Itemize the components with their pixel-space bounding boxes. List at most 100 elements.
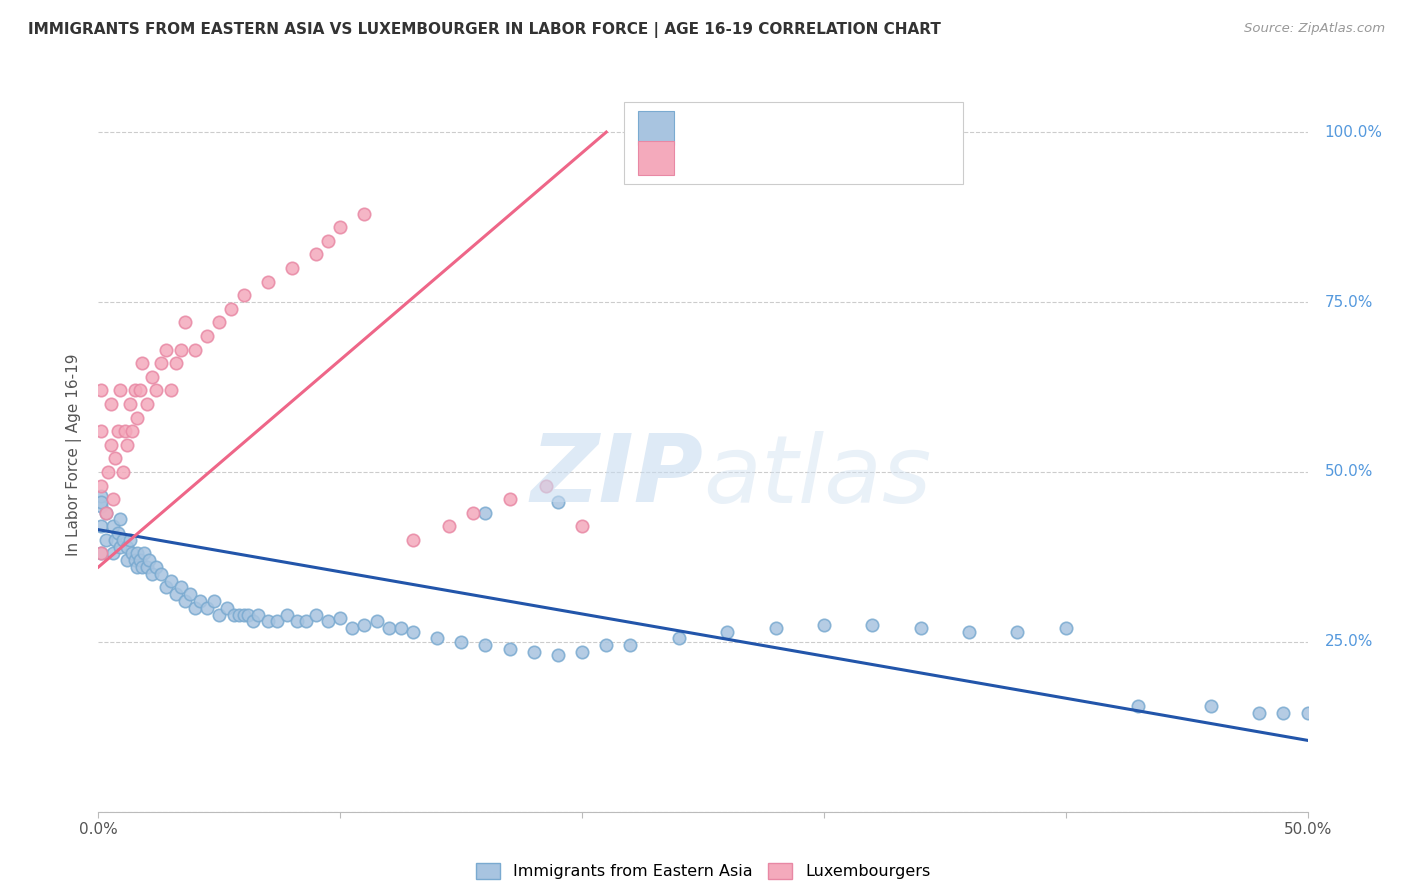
Point <box>215 600 238 615</box>
Point <box>145 560 167 574</box>
Point <box>90 495 112 509</box>
Point <box>121 546 143 560</box>
Point <box>160 574 183 588</box>
Point <box>285 615 308 629</box>
Point <box>402 624 425 639</box>
Point <box>188 594 211 608</box>
Point <box>295 615 318 629</box>
Text: N =: N = <box>814 119 862 136</box>
Point <box>1007 624 1029 639</box>
Point <box>228 607 250 622</box>
Point <box>813 617 835 632</box>
Point <box>107 424 129 438</box>
Text: R =: R = <box>688 149 724 167</box>
Point <box>910 621 932 635</box>
Point <box>1272 706 1295 721</box>
Point <box>155 581 177 595</box>
Y-axis label: In Labor Force | Age 16-19: In Labor Force | Age 16-19 <box>66 353 83 557</box>
Point <box>169 343 191 357</box>
Point <box>111 465 134 479</box>
Point <box>366 615 388 629</box>
Point <box>281 260 304 275</box>
Point <box>305 607 328 622</box>
Point <box>276 607 298 622</box>
Point <box>90 478 112 492</box>
Point <box>118 533 141 547</box>
Point <box>90 519 112 533</box>
Point <box>131 356 153 370</box>
Text: IMMIGRANTS FROM EASTERN ASIA VS LUXEMBOURGER IN LABOR FORCE | AGE 16-19 CORRELAT: IMMIGRANTS FROM EASTERN ASIA VS LUXEMBOU… <box>28 22 941 38</box>
Point <box>138 553 160 567</box>
Point <box>523 645 546 659</box>
Point <box>498 492 520 507</box>
Point <box>127 410 149 425</box>
Point <box>141 566 163 581</box>
Point <box>238 607 260 622</box>
Point <box>208 315 231 329</box>
Point <box>100 438 122 452</box>
Point <box>353 617 375 632</box>
Point <box>117 553 139 567</box>
Point <box>135 397 157 411</box>
Point <box>111 533 134 547</box>
Point <box>90 489 112 503</box>
Point <box>232 607 254 622</box>
Point <box>402 533 425 547</box>
Text: 75.0%: 75.0% <box>1324 294 1372 310</box>
Text: 100.0%: 100.0% <box>1324 125 1382 140</box>
Point <box>247 607 270 622</box>
Point <box>256 275 278 289</box>
Point <box>437 519 460 533</box>
Point <box>127 560 149 574</box>
Point <box>117 438 139 452</box>
Point <box>135 560 157 574</box>
Point <box>100 397 122 411</box>
Point <box>94 506 117 520</box>
Legend: Immigrants from Eastern Asia, Luxembourgers: Immigrants from Eastern Asia, Luxembourg… <box>470 856 936 886</box>
Text: -0.691: -0.691 <box>727 119 780 136</box>
Point <box>124 553 146 567</box>
Point <box>474 638 496 652</box>
Point <box>329 220 352 235</box>
Point <box>716 624 738 639</box>
Text: atlas: atlas <box>703 431 931 522</box>
Point <box>174 315 197 329</box>
Point <box>108 540 131 554</box>
Point <box>222 607 245 622</box>
Point <box>329 611 352 625</box>
Point <box>108 512 131 526</box>
Point <box>1128 699 1150 714</box>
Point <box>127 546 149 560</box>
Point <box>101 546 124 560</box>
Point <box>208 607 231 622</box>
Text: 87: 87 <box>868 119 889 136</box>
Point <box>860 617 883 632</box>
Text: 0.533: 0.533 <box>727 149 785 167</box>
Point <box>1199 699 1222 714</box>
Point <box>474 506 496 520</box>
Point <box>165 356 187 370</box>
Point <box>498 641 520 656</box>
Point <box>131 560 153 574</box>
Point <box>184 600 207 615</box>
Point <box>97 465 120 479</box>
Point <box>450 635 472 649</box>
Point <box>305 247 328 261</box>
Point <box>165 587 187 601</box>
Point <box>595 638 617 652</box>
Point <box>463 506 485 520</box>
Point <box>221 301 243 316</box>
Point <box>128 384 150 398</box>
Point <box>128 553 150 567</box>
Point <box>1296 706 1319 721</box>
Point <box>90 546 112 560</box>
Point <box>1054 621 1077 635</box>
Point <box>256 615 278 629</box>
Point <box>242 615 264 629</box>
Point <box>316 615 339 629</box>
Point <box>195 600 218 615</box>
Point <box>150 356 173 370</box>
Text: ZIP: ZIP <box>530 430 703 523</box>
Point <box>316 234 339 248</box>
Point <box>90 499 112 513</box>
